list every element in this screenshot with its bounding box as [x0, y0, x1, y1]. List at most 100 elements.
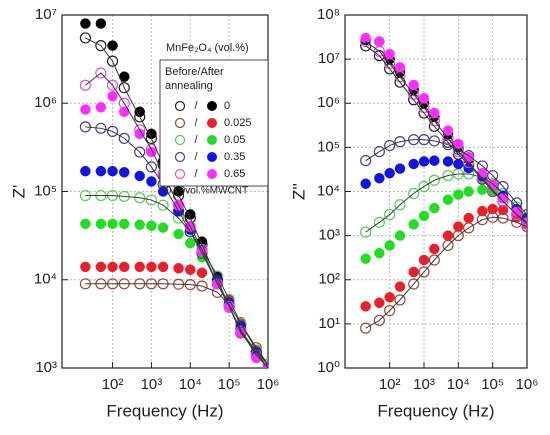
marker-filled: [477, 184, 488, 195]
x-tick-label: 10³: [413, 376, 435, 393]
marker-filled: [418, 254, 430, 266]
marker-filled: [360, 178, 371, 189]
marker-open: [373, 50, 385, 62]
fit-line: [365, 173, 527, 233]
marker-open: [118, 82, 130, 94]
marker-filled: [196, 267, 208, 279]
marker-filled: [360, 301, 371, 312]
marker-filled: [408, 266, 419, 278]
marker-open: [418, 266, 430, 278]
marker-open: [373, 314, 385, 326]
marker-filled: [477, 205, 488, 217]
plot-frame: [61, 14, 269, 369]
marker-filled: [453, 189, 464, 200]
legend-marker-open: [174, 100, 186, 112]
marker-open: [262, 358, 268, 368]
marker-open: [360, 322, 372, 334]
y-tick-label: 10⁵: [317, 138, 340, 155]
x-tick-label: 10⁵: [218, 376, 241, 393]
fit-line: [365, 139, 527, 215]
marker-filled: [360, 253, 371, 264]
legend-header: annealing: [165, 80, 213, 92]
marker-filled: [107, 40, 118, 51]
marker-filled: [95, 218, 107, 230]
legend-label: 0.05: [224, 134, 245, 146]
marker-filled: [384, 292, 395, 303]
data-layer: [79, 18, 268, 368]
marker-open: [394, 199, 406, 211]
marker-filled: [394, 163, 406, 174]
legend-marker-open: [174, 168, 186, 180]
legend-label: 0.35: [224, 151, 245, 163]
marker-filled: [487, 203, 498, 215]
marker-filled: [107, 165, 118, 177]
marker-filled: [394, 230, 406, 241]
marker-filled: [374, 297, 385, 309]
marker-open: [118, 132, 130, 144]
y-axis-title: Z'': [289, 183, 308, 200]
legend-label: 0.65: [224, 168, 245, 180]
y-axis-title: Z': [9, 185, 28, 199]
marker-filled: [119, 167, 130, 178]
marker-open: [106, 55, 119, 67]
legend-separator: /: [194, 134, 198, 146]
x-tick-label: 10⁵: [481, 376, 504, 393]
y-tick-label: 10⁰: [317, 359, 340, 376]
x-tick-label: 10⁶: [257, 376, 280, 393]
marker-filled: [429, 202, 440, 214]
y-tick-label: 10⁷: [35, 6, 57, 23]
x-axis-title: Frequency (Hz): [106, 401, 223, 420]
marker-filled: [442, 125, 454, 136]
marker-filled: [374, 247, 385, 259]
x-tick-label: 10⁴: [179, 376, 202, 393]
marker-open: [394, 136, 406, 148]
fit-line: [365, 41, 527, 225]
marker-open: [106, 79, 119, 91]
marker-open: [408, 187, 420, 200]
marker-filled: [418, 210, 430, 222]
panel: 10² 10³ 10⁴ 10⁵ 10⁶ 10⁰ 10¹ 10² 10³ 10⁴ 10⁵ 10⁶ 10⁷ 1…: [289, 6, 538, 421]
marker-open: [134, 146, 146, 158]
marker-filled: [384, 167, 395, 179]
x-tick-label: 10⁴: [447, 376, 470, 393]
marker-filled: [95, 102, 107, 113]
x-tick-label: 10⁶: [516, 376, 539, 393]
y-tick-label: 10²: [318, 271, 340, 288]
marker-open: [79, 32, 91, 44]
marker-filled: [107, 218, 118, 230]
marker-filled: [146, 261, 157, 273]
marker-filled: [134, 106, 145, 118]
x-tick-label: 10³: [141, 376, 163, 393]
marker-open: [360, 226, 372, 238]
panel: 10² 10³ 10⁴ 10⁵ 10⁶ 10³ 10⁴ 10⁵ 10⁶ 10⁷ Frequency …: [9, 6, 279, 421]
marker-open: [384, 139, 396, 152]
marker-open: [428, 174, 440, 186]
marker-filled: [95, 18, 107, 29]
data-layer: [360, 32, 527, 334]
marker-filled: [80, 18, 91, 29]
marker-open: [95, 40, 107, 52]
marker-filled: [173, 262, 184, 274]
legend-marker-filled: [207, 118, 217, 128]
fit-line: [365, 216, 527, 329]
marker-filled: [80, 261, 91, 273]
marker-filled: [374, 172, 385, 184]
x-tick-label: 10²: [102, 376, 124, 393]
marker-filled: [263, 364, 268, 368]
legend-marker-filled: [207, 101, 217, 111]
marker-open: [384, 304, 396, 317]
marker-filled: [497, 204, 509, 216]
marker-filled: [463, 212, 474, 224]
legend-marker-open: [174, 134, 186, 146]
marker-filled: [119, 261, 130, 273]
marker-filled: [418, 92, 430, 104]
marker-open: [157, 199, 169, 211]
y-tick-label: 10⁵: [34, 182, 57, 199]
marker-filled: [429, 107, 440, 119]
marker-filled: [157, 261, 169, 273]
y-tick-label: 10⁸: [317, 6, 340, 23]
legend-header: Before/After: [165, 66, 224, 78]
marker-filled: [442, 156, 454, 167]
marker-filled: [185, 237, 196, 249]
